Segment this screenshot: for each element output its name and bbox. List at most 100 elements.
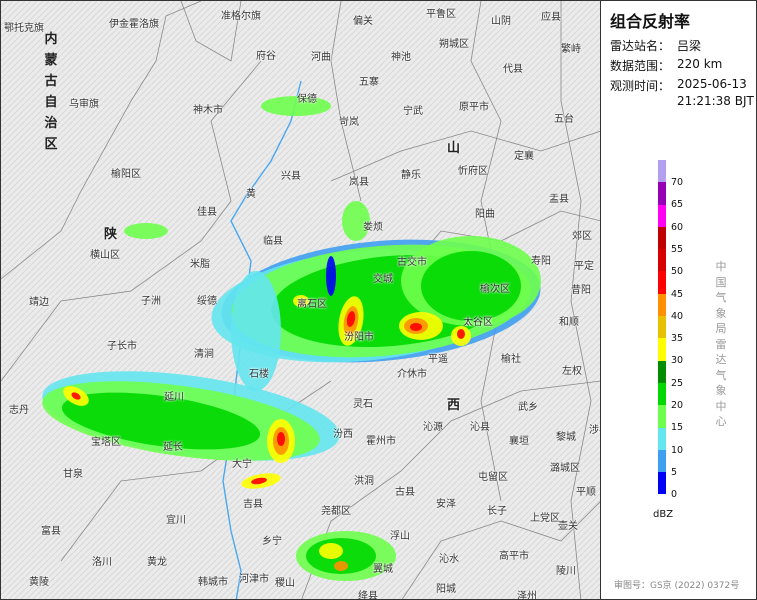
place-label: 榆次区 (480, 284, 510, 295)
echo-cell (457, 329, 465, 339)
place-label: 静乐 (401, 170, 421, 181)
place-label: 安泽 (436, 499, 456, 510)
place-label: 伊金霍洛旗 (109, 19, 159, 30)
legend-tick: 65 (671, 199, 684, 211)
place-label: 清涧 (194, 349, 214, 360)
place-label: 平顺 (576, 487, 596, 498)
place-label: 靖边 (29, 297, 49, 308)
range-value: 220 km (677, 57, 723, 71)
echo-cell (61, 392, 261, 450)
place-label: 涉县 (589, 425, 600, 436)
place-label: 阳曲 (475, 209, 495, 220)
color-legend-bar (658, 160, 666, 495)
place-label: 志丹 (9, 405, 29, 416)
echo-cell (326, 256, 336, 296)
legend-swatch (658, 182, 666, 205)
place-label: 沁源 (423, 422, 443, 433)
legend-swatch (658, 338, 666, 361)
time-value: 21:21:38 BJT (677, 94, 754, 108)
place-label: 偏关 (353, 16, 373, 27)
date-value: 2025-06-13 (677, 77, 747, 91)
echo-cell (71, 392, 81, 400)
echo-cell (231, 271, 281, 391)
place-label: 黎城 (556, 432, 576, 443)
legend-tick: 55 (671, 243, 684, 255)
echo-cell (124, 223, 168, 239)
range-row: 数据范围： 220 km (610, 57, 722, 74)
place-label: 子洲 (141, 296, 161, 307)
echo-cell (261, 96, 331, 116)
radar-map[interactable]: 内蒙古自治区 鄂托克旗 伊金霍洛旗 准格尔旗 府谷 乌审旗 神木市 榆阳区 佳县陕横山区 米脂 临… (0, 0, 601, 600)
legend-swatch (658, 271, 666, 294)
legend-unit: dBZ (653, 509, 674, 520)
place-label: 灵石 (353, 399, 373, 410)
place-label: 横山区 (90, 250, 120, 261)
legend-tick: 15 (671, 422, 684, 434)
range-label: 数据范围： (610, 59, 671, 73)
echo-cell (410, 323, 422, 331)
place-label: 延川 (164, 392, 184, 403)
legend-swatch (658, 204, 666, 227)
place-label: 石楼 (249, 369, 269, 380)
place-label: 汾阳市 (344, 332, 374, 343)
place-label: 岢岚 (339, 117, 359, 128)
place-label: 甘泉 (63, 469, 83, 480)
place-label: 高平市 (499, 551, 529, 562)
place-label: 壶关 (558, 521, 578, 532)
place-label: 府谷 (256, 51, 276, 62)
radar-echoes (42, 96, 541, 581)
station-row: 雷达站名： 吕梁 (610, 37, 701, 54)
place-label: 屯留区 (478, 472, 508, 483)
time-label: 观测时间： (610, 79, 671, 93)
place-label: 绥德 (197, 296, 217, 307)
echo-cell (342, 201, 370, 241)
place-label: 吉县 (243, 499, 263, 510)
place-label: 山阴 (491, 16, 511, 27)
station-label: 雷达站名： (610, 39, 671, 53)
place-label: 准格尔旗 (221, 11, 261, 22)
place-label: 和顺 (559, 317, 579, 328)
watermark: 中国气象局雷达气象中心 (715, 260, 727, 428)
echo-cell (277, 432, 285, 446)
place-label: 榆阳区 (111, 169, 141, 180)
legend-swatch (658, 316, 666, 339)
place-label: 平定 (574, 261, 594, 272)
place-label: 绛县 (358, 591, 378, 600)
place-label: 子长市 (107, 341, 137, 352)
place-label: 交城 (373, 274, 393, 285)
place-label: 昔阳 (571, 285, 591, 296)
place-label: 平遥 (428, 354, 448, 365)
place-label: 应县 (541, 12, 561, 23)
place-label: 繁峙 (561, 44, 581, 55)
place-label: 武乡 (518, 402, 538, 413)
place-label: 临县 (263, 236, 283, 247)
legend-tick: 25 (671, 377, 684, 389)
boundaries (1, 1, 600, 599)
place-label: 佳县 (197, 207, 217, 218)
time-row: 观测时间： 2025-06-13 (610, 77, 747, 94)
place-label: 宜川 (166, 515, 186, 526)
place-label: 鄂托克旗 (4, 23, 44, 34)
place-label: 平鲁区 (426, 9, 456, 20)
legend-swatch (658, 427, 666, 450)
place-label: 宁武 (403, 106, 423, 117)
legend-swatch (658, 472, 666, 495)
legend-swatch (658, 249, 666, 272)
place-label: 上党区 (530, 513, 560, 524)
place-label: 兴县 (281, 171, 301, 182)
place-label: 黄龙 (147, 557, 167, 568)
place-label: 山 (447, 141, 461, 156)
place-label: 左权 (562, 366, 582, 377)
echo-cell (334, 561, 348, 571)
place-label: 河津市 (239, 574, 269, 585)
echo-cell (293, 295, 309, 307)
legend-swatch (658, 449, 666, 473)
place-label: 宝塔区 (91, 437, 121, 448)
place-label: 代县 (503, 64, 523, 75)
place-label: 陵川 (556, 566, 576, 577)
place-label: 富县 (41, 526, 61, 537)
place-label: 盂县 (549, 194, 569, 205)
place-label: 河曲 (311, 52, 331, 63)
place-label: 大宁 (232, 459, 252, 470)
place-label: 五台 (554, 114, 574, 125)
